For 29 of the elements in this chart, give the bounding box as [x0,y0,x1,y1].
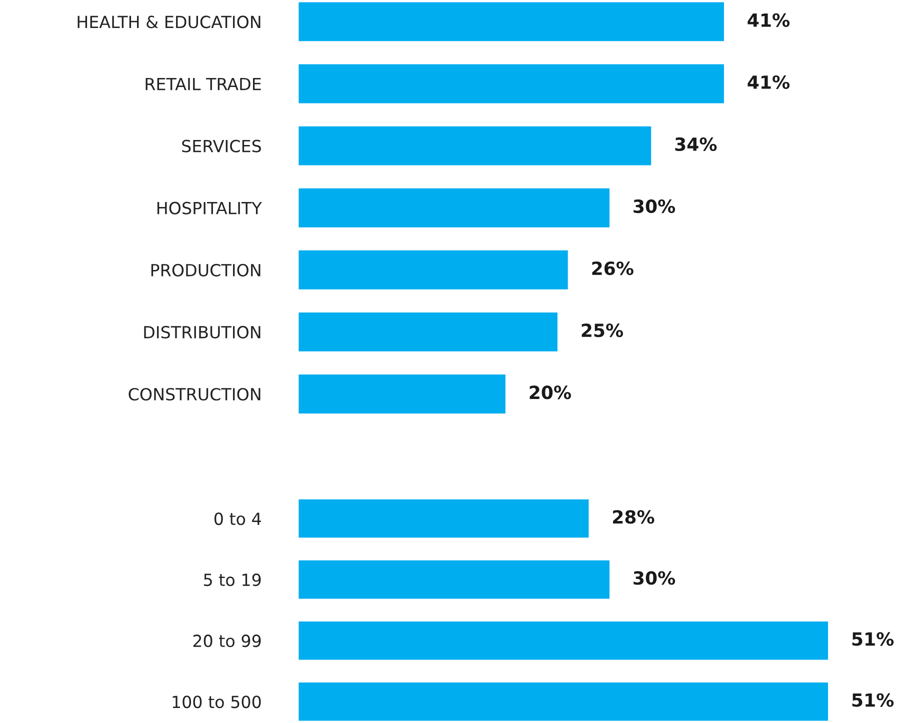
y-tick-label: 0 to 4 [214,512,261,526]
data-label: 41% [748,75,790,89]
bar [298,0,726,43]
data-label: 20% [530,386,571,400]
bar [298,124,653,167]
data-label: 25% [582,324,624,338]
y-tick-label: CONSTRUCTION [128,388,260,401]
data-label: 28% [613,510,654,524]
data-label: 34% [675,137,717,152]
y-tick-label: RETAIL TRADE [146,78,261,90]
y-tick-label: HEALTH & EDUCATION [78,16,260,28]
y-tick-label: DISTRIBUTION [144,326,260,339]
y-tick-label: SERVICES [182,140,261,152]
y-tick-label: 5 to 19 [204,574,261,586]
bar [298,249,570,291]
y-tick-label: HOSPITALITY [157,202,262,214]
data-label: 26% [592,261,634,276]
bar [298,62,726,105]
y-tick-label: 100 to 500 [172,696,261,708]
y-tick-label: PRODUCTION [151,264,260,276]
bar [298,311,559,353]
bar [298,373,507,415]
data-label: 51% [852,693,894,707]
data-label: 30% [634,199,676,214]
y-tick-label: 20 to 99 [193,634,261,648]
data-label: 30% [634,571,676,585]
data-label: 51% [852,632,894,646]
bar [298,186,611,229]
data-label: 41% [748,13,790,27]
